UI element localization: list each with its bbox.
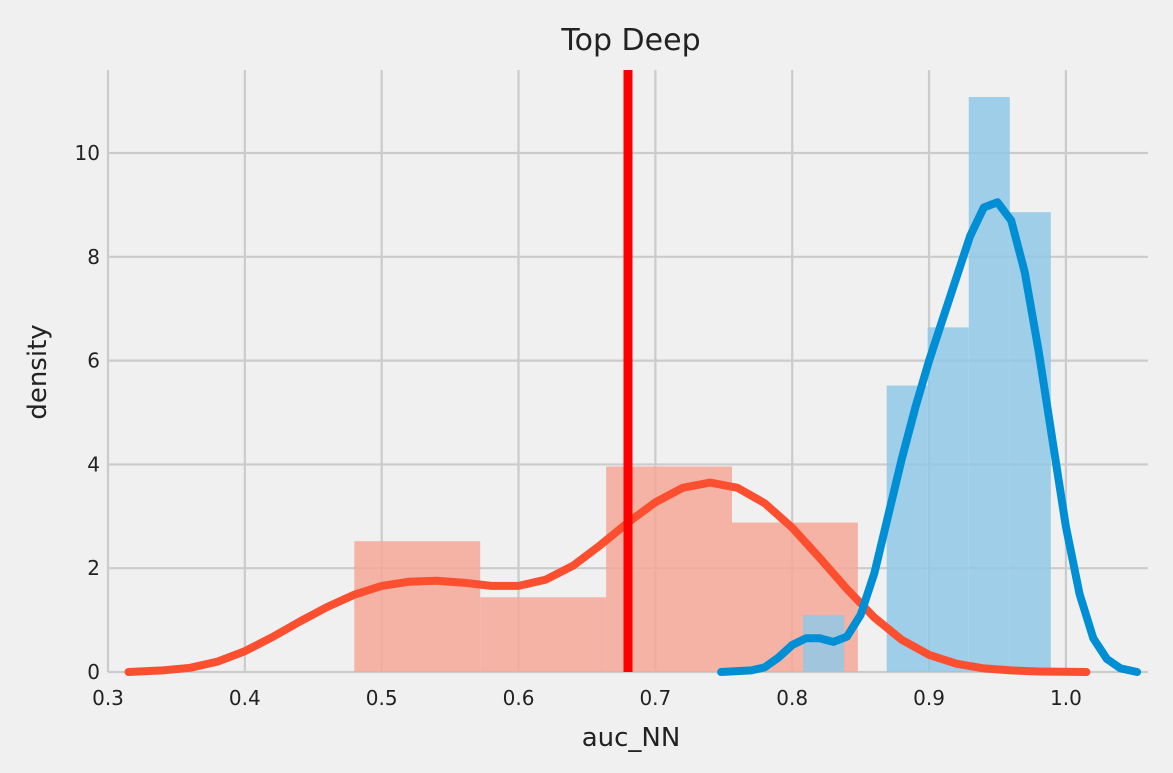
- x-tick-label: 0.9: [913, 686, 945, 710]
- x-tick-label: 1.0: [1050, 686, 1082, 710]
- x-tick-label: 0.7: [639, 686, 671, 710]
- y-tick-label: 8: [87, 245, 100, 269]
- x-axis-label: auc_NN: [582, 723, 681, 753]
- chart-title: Top Deep: [560, 23, 700, 58]
- histogram-bar-series-2: [968, 96, 1010, 672]
- histogram-bar-series-1: [354, 541, 481, 672]
- histogram-bar-series-2: [927, 327, 969, 672]
- y-tick-label: 4: [87, 452, 100, 476]
- histogram-bar-series-1: [480, 597, 607, 672]
- tick-labels: 0.3 0.4 0.5 0.6 0.7 0.8 0.9 1.0 0 2 4 6 8 10: [75, 141, 1082, 710]
- y-tick-label: 0: [87, 660, 100, 684]
- kde-curves: [124, 198, 1142, 676]
- x-tick-label: 0.5: [366, 686, 398, 710]
- y-tick-label: 6: [87, 349, 100, 373]
- kde-curve-series-1: [124, 478, 1091, 676]
- y-axis-label: density: [23, 324, 53, 419]
- x-tick-label: 0.8: [776, 686, 808, 710]
- kde-curve-series-2: [717, 198, 1142, 676]
- y-tick-label: 2: [87, 556, 100, 580]
- x-tick-label: 0.6: [503, 686, 535, 710]
- histograms: [354, 96, 1051, 673]
- x-tick-label: 0.3: [92, 686, 124, 710]
- y-tick-label: 10: [75, 141, 100, 165]
- x-tick-label: 0.4: [229, 686, 261, 710]
